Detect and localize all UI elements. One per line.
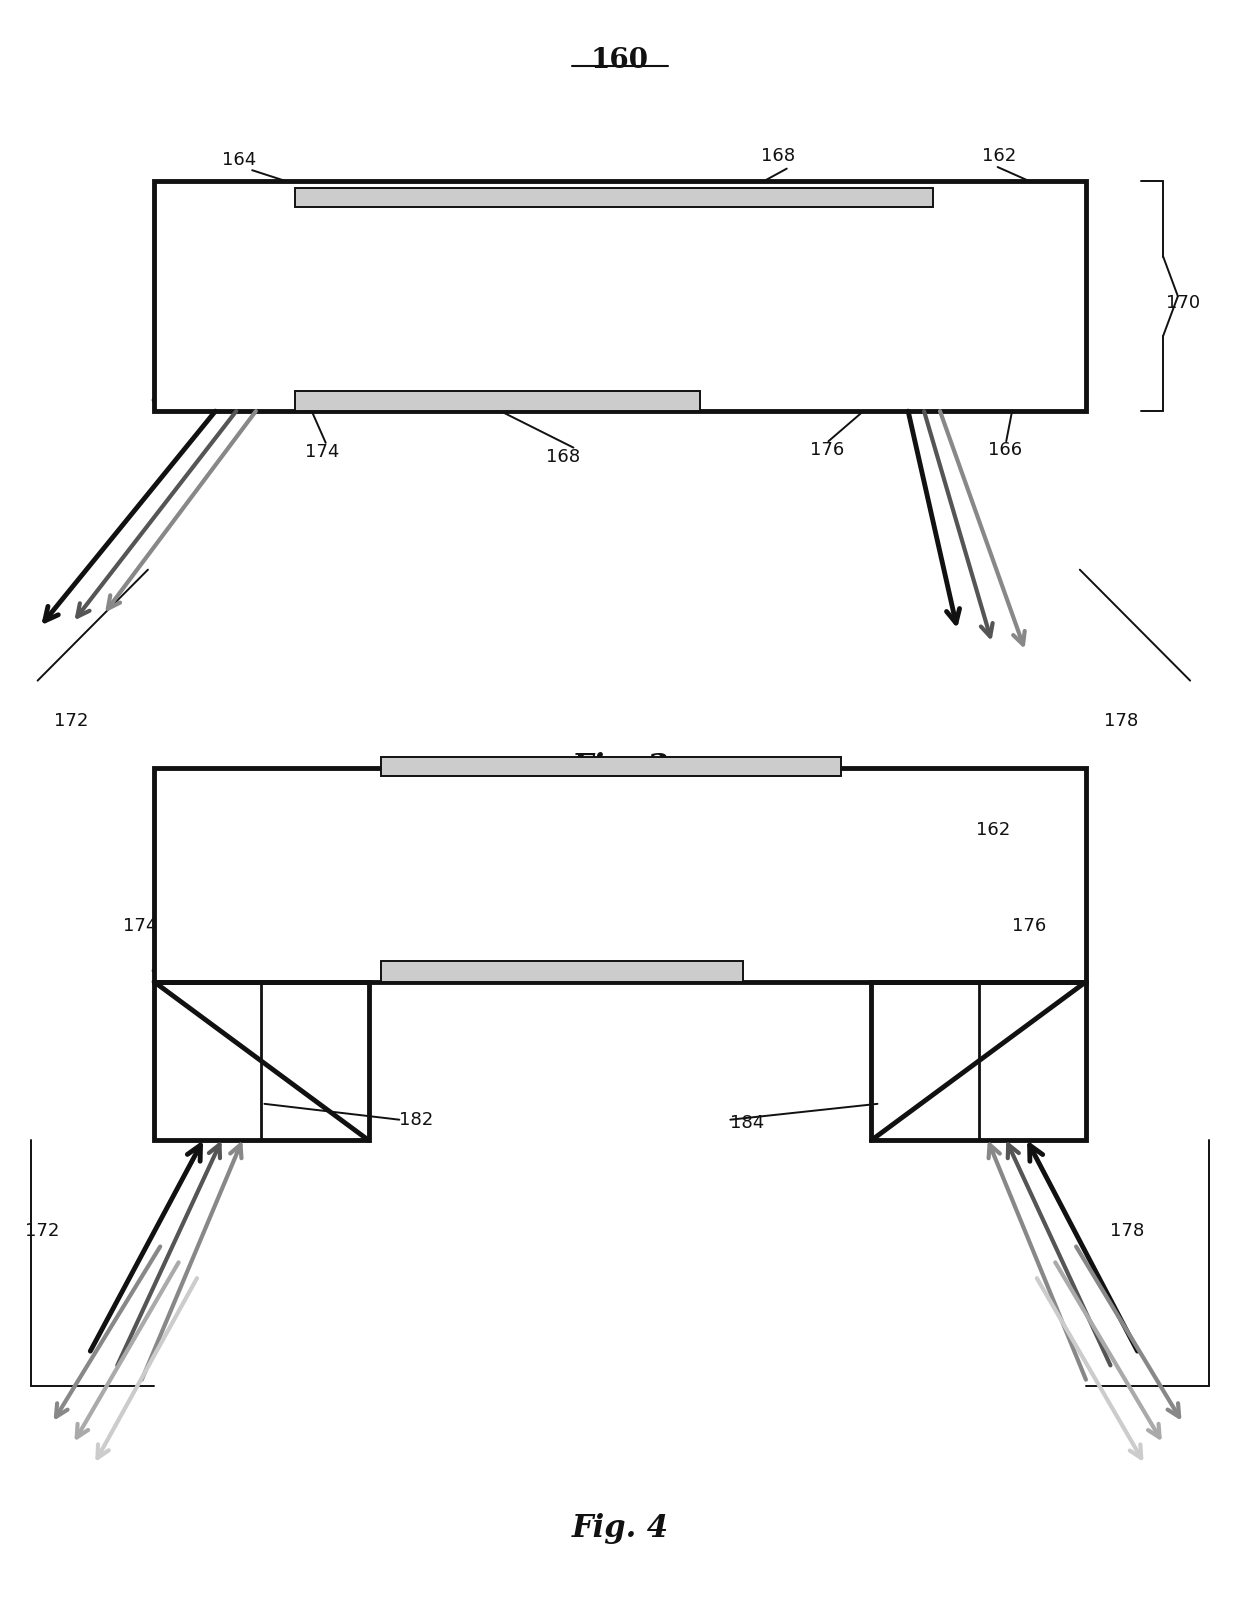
Text: 178: 178 — [1111, 1222, 1145, 1239]
Text: 174: 174 — [124, 918, 157, 935]
Bar — [295, 187, 932, 206]
Text: 162: 162 — [976, 822, 1009, 839]
Text: 176: 176 — [1012, 918, 1047, 935]
Text: 168: 168 — [547, 448, 580, 465]
Text: 172: 172 — [53, 712, 88, 731]
Text: 172: 172 — [25, 1222, 60, 1239]
Text: 182: 182 — [399, 1111, 434, 1129]
Text: Fig. 3: Fig. 3 — [572, 752, 668, 784]
Bar — [154, 768, 1086, 982]
Bar — [295, 390, 699, 411]
Text: 184: 184 — [730, 1115, 765, 1132]
Text: 168: 168 — [761, 147, 795, 165]
Text: 162: 162 — [982, 147, 1016, 165]
Bar — [381, 756, 841, 776]
Text: 160: 160 — [591, 46, 649, 74]
Text: 178: 178 — [1105, 712, 1138, 731]
Text: Fig. 4: Fig. 4 — [572, 1513, 668, 1545]
Text: 174: 174 — [305, 443, 340, 461]
Text: 164: 164 — [222, 150, 255, 168]
Text: 170: 170 — [1166, 294, 1200, 312]
Text: 166: 166 — [988, 441, 1022, 459]
Bar — [154, 181, 1086, 411]
Bar — [381, 961, 743, 982]
Text: 176: 176 — [810, 441, 844, 459]
